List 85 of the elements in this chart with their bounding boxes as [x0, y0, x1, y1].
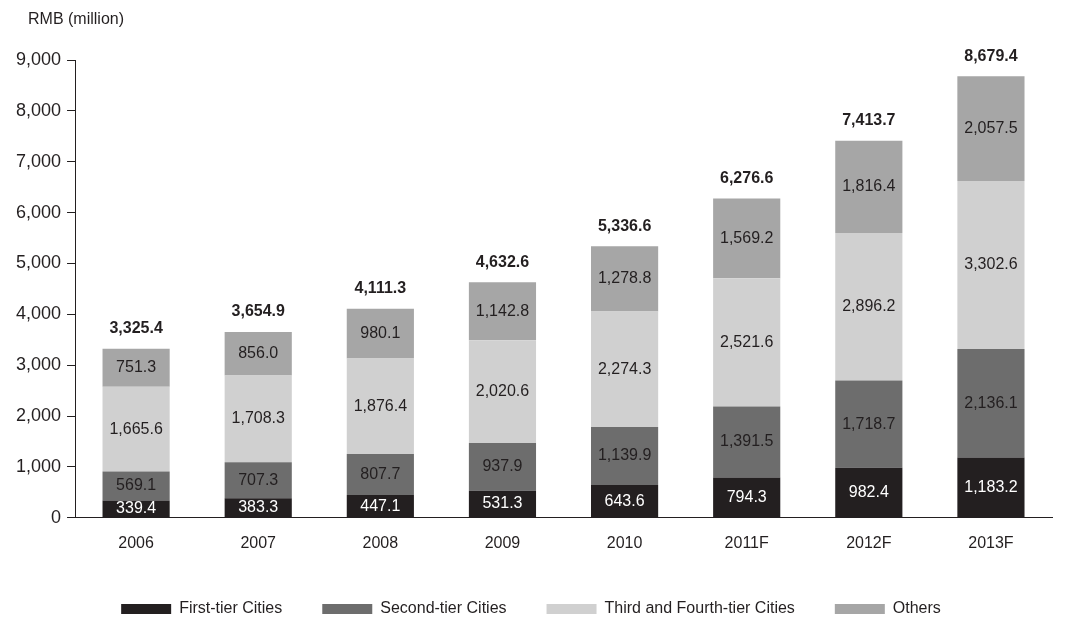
x-tick-label: 2006 [118, 533, 154, 551]
data-label: 2,057.5 [964, 119, 1018, 137]
data-label: 447.1 [360, 496, 401, 514]
x-tick-label: 2010 [606, 533, 643, 551]
bar [591, 311, 659, 428]
bar [835, 233, 903, 381]
bar [468, 340, 537, 444]
data-label: 339.4 [116, 499, 157, 517]
total-label: 3,325.4 [109, 319, 163, 337]
bar [468, 443, 537, 491]
bar [102, 348, 170, 387]
data-label: 643.6 [604, 491, 645, 509]
data-label: 2,020.6 [475, 382, 530, 400]
data-label: 856.0 [238, 344, 279, 362]
data-label: 1,139.9 [597, 446, 652, 464]
bar [346, 308, 414, 359]
data-label: 1,278.8 [597, 269, 652, 287]
bar [713, 406, 781, 478]
x-tick-label: 2012F [846, 533, 892, 551]
x-tick-label: 2007 [240, 533, 277, 551]
data-label: 707.3 [238, 470, 279, 488]
bar [102, 386, 170, 472]
data-label: 2,274.3 [597, 359, 652, 377]
bar [835, 140, 903, 234]
bar [468, 282, 537, 341]
y-tick-label: 2,000 [16, 405, 62, 426]
data-label: 982.4 [848, 482, 889, 500]
bar [346, 453, 414, 496]
bar [957, 180, 1025, 349]
data-label: 383.3 [238, 498, 279, 516]
x-tick-label: 2009 [484, 533, 521, 551]
total-label: 3,654.9 [231, 302, 286, 320]
total-label: 6,276.6 [720, 168, 774, 186]
data-label: 1,569.2 [720, 228, 774, 246]
bar [957, 348, 1025, 458]
legend-label: Others [892, 599, 941, 617]
x-tick-label: 2011F [724, 533, 770, 551]
data-label: 569.1 [116, 476, 157, 494]
total-label: 7,413.7 [842, 111, 896, 129]
data-label: 1,708.3 [231, 409, 286, 427]
bar [835, 380, 903, 468]
total-label: 8,679.4 [964, 46, 1018, 64]
y-tick-label: 3,000 [16, 354, 62, 375]
y-tick-label: 8,000 [16, 99, 62, 120]
legend-label: Second-tier Cities [380, 599, 507, 617]
data-label: 794.3 [726, 487, 767, 505]
data-label: 1,391.5 [720, 432, 774, 450]
data-label: 2,136.1 [964, 393, 1018, 411]
y-axis-title: RMB (million) [28, 10, 124, 28]
data-label: 751.3 [116, 358, 157, 376]
total-label: 4,632.6 [475, 252, 530, 270]
bar [346, 358, 414, 454]
data-label: 807.7 [360, 464, 401, 482]
data-label: 531.3 [482, 494, 523, 512]
data-label: 2,521.6 [720, 332, 774, 350]
data-label: 1,876.4 [353, 396, 408, 414]
data-label: 1,183.2 [964, 477, 1018, 495]
data-label: 1,816.4 [842, 177, 896, 195]
y-tick-label: 7,000 [16, 150, 62, 171]
data-label: 1,665.6 [109, 419, 163, 437]
bar [957, 76, 1025, 181]
bar [591, 246, 659, 312]
bar [224, 462, 292, 499]
data-label: 1,718.7 [842, 414, 896, 432]
bar [591, 427, 659, 486]
data-label: 1,142.8 [475, 301, 530, 319]
data-label: 937.9 [482, 457, 523, 475]
y-tick-label: 9,000 [16, 48, 62, 69]
y-tick-label: 4,000 [16, 303, 62, 324]
data-label: 3,302.6 [964, 255, 1018, 273]
data-label: 980.1 [360, 324, 401, 342]
bar [224, 375, 292, 463]
data-label: 2,896.2 [842, 297, 896, 315]
x-tick-label: 2008 [362, 533, 399, 551]
legend-label: First-tier Cities [179, 599, 283, 617]
legend-label: Third and Fourth-tier Cities [604, 599, 795, 617]
total-label: 5,336.6 [597, 216, 652, 234]
bar [713, 278, 781, 407]
x-tick-label: 2013F [968, 533, 1014, 551]
y-tick-label: 0 [51, 506, 62, 527]
y-tick-label: 6,000 [16, 201, 62, 222]
y-tick-label: 1,000 [16, 455, 62, 476]
total-label: 4,111.3 [354, 279, 407, 297]
y-tick-label: 5,000 [16, 252, 62, 273]
bar [713, 198, 781, 279]
